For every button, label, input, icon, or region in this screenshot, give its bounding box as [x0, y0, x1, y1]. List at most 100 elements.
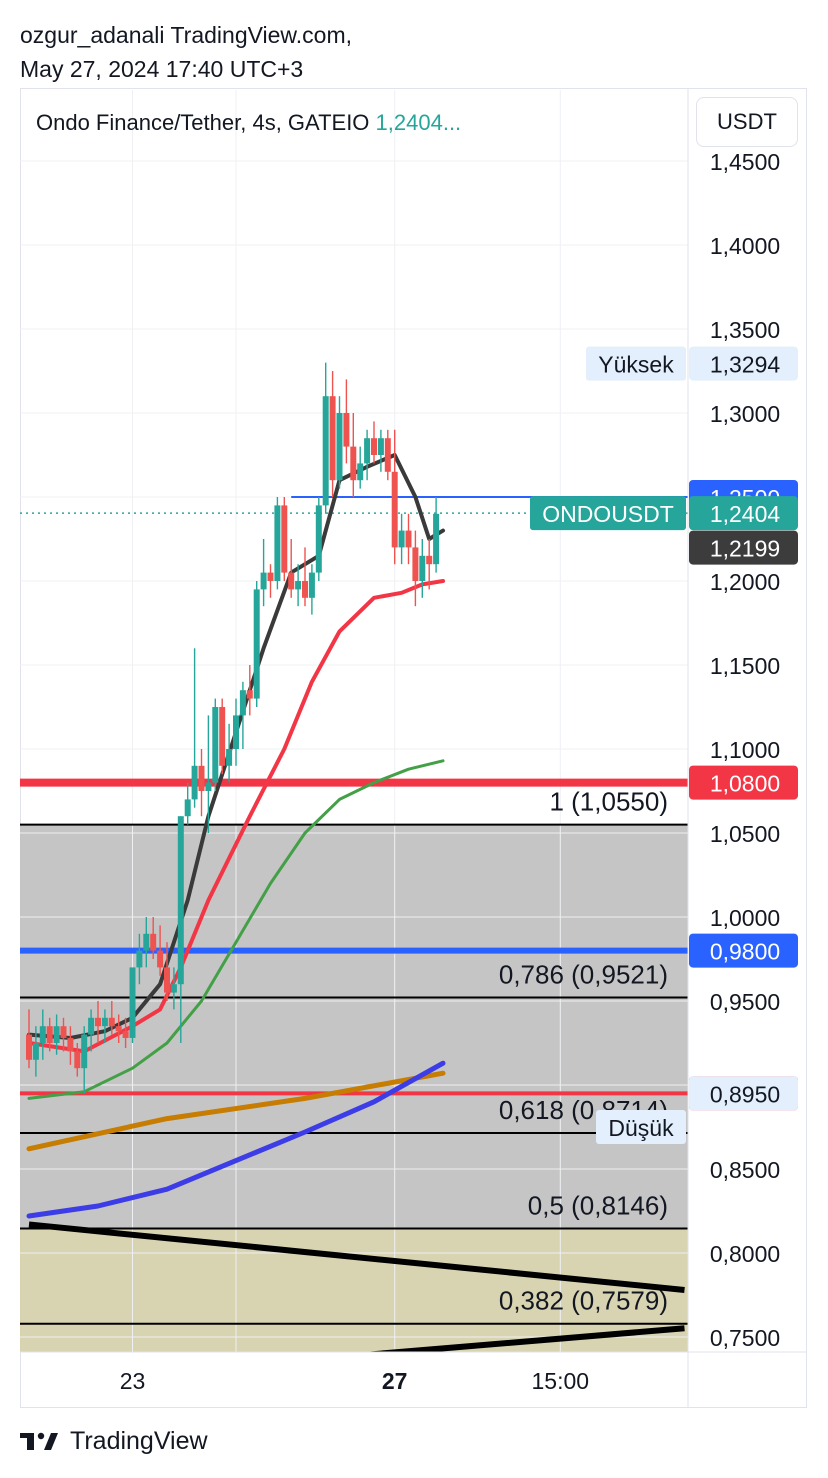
candle-body: [357, 463, 364, 481]
candle: [88, 1009, 95, 1052]
high-badge: 1,3294: [710, 352, 781, 378]
candle: [329, 371, 336, 497]
fib-label: 1 (1,0550): [549, 787, 668, 817]
candle-body: [81, 1034, 88, 1069]
candle: [226, 723, 233, 783]
candle: [267, 564, 274, 598]
candle: [246, 665, 253, 716]
candle-body: [260, 572, 267, 590]
price-tick-label: 0,8000: [710, 1241, 780, 1267]
symbol-title[interactable]: Ondo Finance/Tether, 4s, GATEIO 1,2404..…: [36, 110, 461, 136]
symbol-tag-bg: [530, 496, 686, 531]
candle: [39, 1009, 46, 1060]
candle-body: [205, 782, 212, 791]
time-tick-label: 23: [120, 1368, 146, 1394]
price-tick-label: 1,3000: [710, 401, 780, 427]
candle: [212, 698, 219, 791]
candle-body: [295, 581, 302, 590]
candle-body: [108, 1017, 115, 1027]
candle: [81, 1026, 88, 1094]
price-tick-label: 1,4500: [710, 149, 780, 175]
high-badge-bg: [689, 346, 798, 381]
key-level-badge-bg: [689, 765, 798, 800]
candle-body: [412, 547, 419, 581]
candle-body: [384, 438, 391, 472]
candle-body: [226, 749, 233, 766]
wedge-zone: [20, 1228, 688, 1352]
candle: [115, 1014, 122, 1043]
candle: [357, 446, 364, 489]
candle: [233, 698, 239, 766]
price-tick-label: 1,0000: [710, 905, 780, 931]
candle: [253, 581, 260, 707]
candle: [191, 648, 198, 808]
candle: [46, 1017, 53, 1052]
low-tag: Düşük: [608, 1115, 674, 1141]
candle: [184, 782, 191, 825]
candle: [32, 1026, 39, 1077]
moving-average-line: [27, 579, 445, 1054]
candle-body: [95, 1017, 101, 1027]
candle: [108, 1001, 115, 1035]
price-tick-label: 1,0500: [710, 821, 780, 847]
candle-body: [39, 1026, 46, 1043]
tradingview-logo[interactable]: TradingView: [20, 1424, 208, 1458]
moving-average-line: [26, 1070, 446, 1152]
candle: [412, 530, 419, 607]
candle-body: [150, 933, 157, 951]
candle: [260, 539, 267, 607]
candle: [281, 497, 288, 581]
candle: [398, 513, 405, 565]
candle: [426, 539, 433, 590]
candle-body: [426, 555, 433, 565]
candle: [170, 967, 177, 1010]
candle-body: [398, 530, 405, 548]
fib-label: 0,5 (0,8146): [528, 1190, 668, 1220]
candle: [26, 1009, 32, 1069]
candle-body: [32, 1043, 39, 1060]
candle-body: [322, 396, 329, 506]
candle: [350, 413, 357, 497]
wedge-lower-line: [363, 1325, 685, 1352]
candle-body: [343, 413, 350, 447]
moving-average-line: [27, 759, 445, 1100]
candle-body: [350, 446, 357, 481]
candle-body: [219, 707, 226, 766]
candle-body: [122, 1031, 129, 1038]
high-tag-bg: [586, 346, 686, 381]
candle: [336, 396, 343, 489]
candle-body: [288, 572, 295, 590]
candle-body: [101, 1017, 108, 1027]
currency-button[interactable]: USDT: [696, 97, 798, 147]
high-tag: Yüksek: [598, 352, 674, 378]
key-level-badge: 0,9800: [710, 939, 780, 965]
candle-body: [212, 707, 219, 783]
candle-body: [198, 765, 205, 791]
candle-body: [164, 967, 170, 993]
candle-body: [191, 765, 198, 800]
candle: [143, 917, 150, 968]
chart-frame: [20, 88, 807, 1408]
candle-body: [74, 1051, 81, 1069]
candle-body: [267, 572, 274, 581]
low-tag-bg: [596, 1110, 686, 1144]
candle: [343, 379, 350, 464]
candle-body: [46, 1026, 53, 1043]
candle-body: [405, 530, 412, 548]
fib-label: 0,786 (0,9521): [499, 959, 668, 989]
candle: [219, 698, 226, 775]
candle: [391, 429, 398, 565]
candle: [122, 1017, 129, 1049]
wedge-upper-line: [28, 1221, 685, 1293]
candle-body: [53, 1026, 60, 1043]
candle-body: [371, 438, 377, 455]
tradingview-logo-icon: [20, 1432, 58, 1450]
candle: [308, 564, 315, 615]
low-badge: 0,8950: [710, 1081, 780, 1107]
title-price: 1,2404...: [375, 110, 462, 135]
price-tick-label: 0,8500: [710, 1157, 780, 1183]
countdown-badge: 1,2199: [710, 536, 780, 562]
candle: [322, 362, 329, 514]
candle-body: [364, 438, 371, 464]
